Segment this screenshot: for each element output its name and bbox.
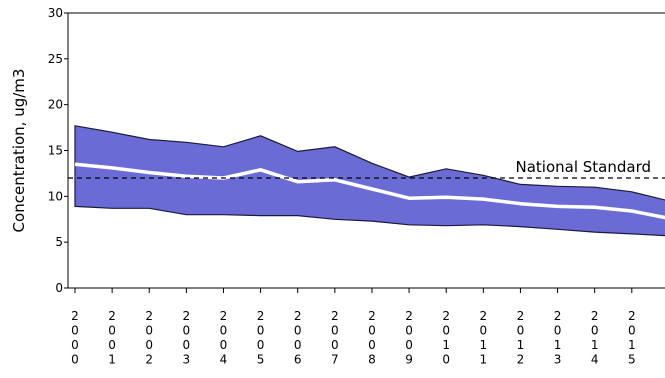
y-tick-label: 5 (55, 235, 63, 249)
concentration-range-band (74, 125, 665, 237)
y-tick-label: 15 (48, 144, 63, 158)
y-tick-label: 10 (48, 189, 63, 203)
y-tick-label: 0 (55, 281, 63, 295)
mean-concentration-line (74, 162, 665, 220)
x-axis-ticks: 2 0 0 0 2 0 0 1 2 0 0 2 2 0 0 3 2 0 0 4 2 0 0 5 2 0 0 6 2 0 0 7 2 0 0 8 2 0 0 9… (71, 288, 636, 367)
national-standard-label: National Standard (515, 158, 651, 176)
y-tick-label: 20 (48, 98, 63, 112)
y-axis-ticks: 0 5 10 15 20 25 30 (48, 6, 68, 295)
y-tick-label: 30 (48, 6, 63, 20)
y-tick-label: 25 (48, 52, 63, 66)
y-axis-title: Concentration, ug/m3 (10, 69, 28, 233)
